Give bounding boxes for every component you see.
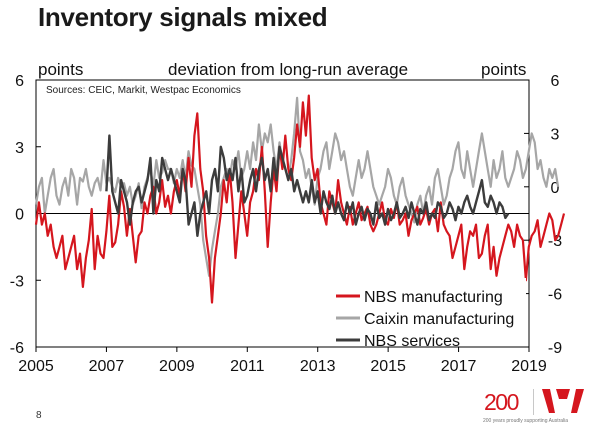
right-tick-label: 3 <box>551 126 560 143</box>
chart-subtitle: deviation from long-run average <box>168 60 409 79</box>
series-line-nbs-services <box>105 134 510 238</box>
x-axis: 2005 2007 2009 2011 2013 2015 2017 2019 <box>18 347 547 375</box>
right-tick-label: -6 <box>548 287 562 304</box>
left-tick-label: 6 <box>15 73 24 90</box>
left-axis-unit: points <box>38 60 84 79</box>
brand-200-logo: 200 <box>484 389 519 415</box>
legend-label: NBS manufacturing <box>364 289 503 306</box>
right-tick-label: 6 <box>551 73 560 90</box>
x-tick-label: 2007 <box>89 358 125 375</box>
logo-divider <box>533 389 534 415</box>
left-tick-label: -6 <box>10 340 24 357</box>
legend-label: NBS services <box>364 333 460 350</box>
x-tick-label: 2015 <box>370 358 406 375</box>
series-layer <box>34 94 566 304</box>
x-tick-label: 2013 <box>300 358 336 375</box>
left-tick-label: 3 <box>15 140 24 157</box>
right-axis: 6 3 0 -3 -6 -9 <box>524 73 562 357</box>
sources-note: Sources: CEIC, Markit, Westpac Economics <box>46 85 241 96</box>
right-tick-label: 0 <box>551 180 560 197</box>
legend-background <box>326 278 526 345</box>
right-axis-unit: points <box>481 60 527 79</box>
x-tick-label: 2019 <box>511 358 547 375</box>
right-tick-label: -3 <box>548 233 562 250</box>
left-tick-label: 0 <box>15 207 24 224</box>
x-tick-label: 2011 <box>230 358 265 375</box>
slide-title: Inventory signals mixed <box>38 2 328 32</box>
westpac-logo-icon <box>542 389 584 413</box>
right-tick-label: -9 <box>548 340 562 357</box>
page-number: 8 <box>36 410 42 421</box>
logo-tagline: 200 years proudly supporting Australia <box>483 418 569 424</box>
series-line-nbs-manufacturing <box>34 94 566 304</box>
legend-label: Caixin manufacturing <box>364 311 514 328</box>
x-tick-label: 2009 <box>159 358 195 375</box>
x-tick-label: 2005 <box>18 358 54 375</box>
x-tick-label: 2017 <box>441 358 477 375</box>
legend: NBS manufacturing Caixin manufacturing NBS… <box>326 278 526 350</box>
left-tick-label: -3 <box>10 273 24 290</box>
